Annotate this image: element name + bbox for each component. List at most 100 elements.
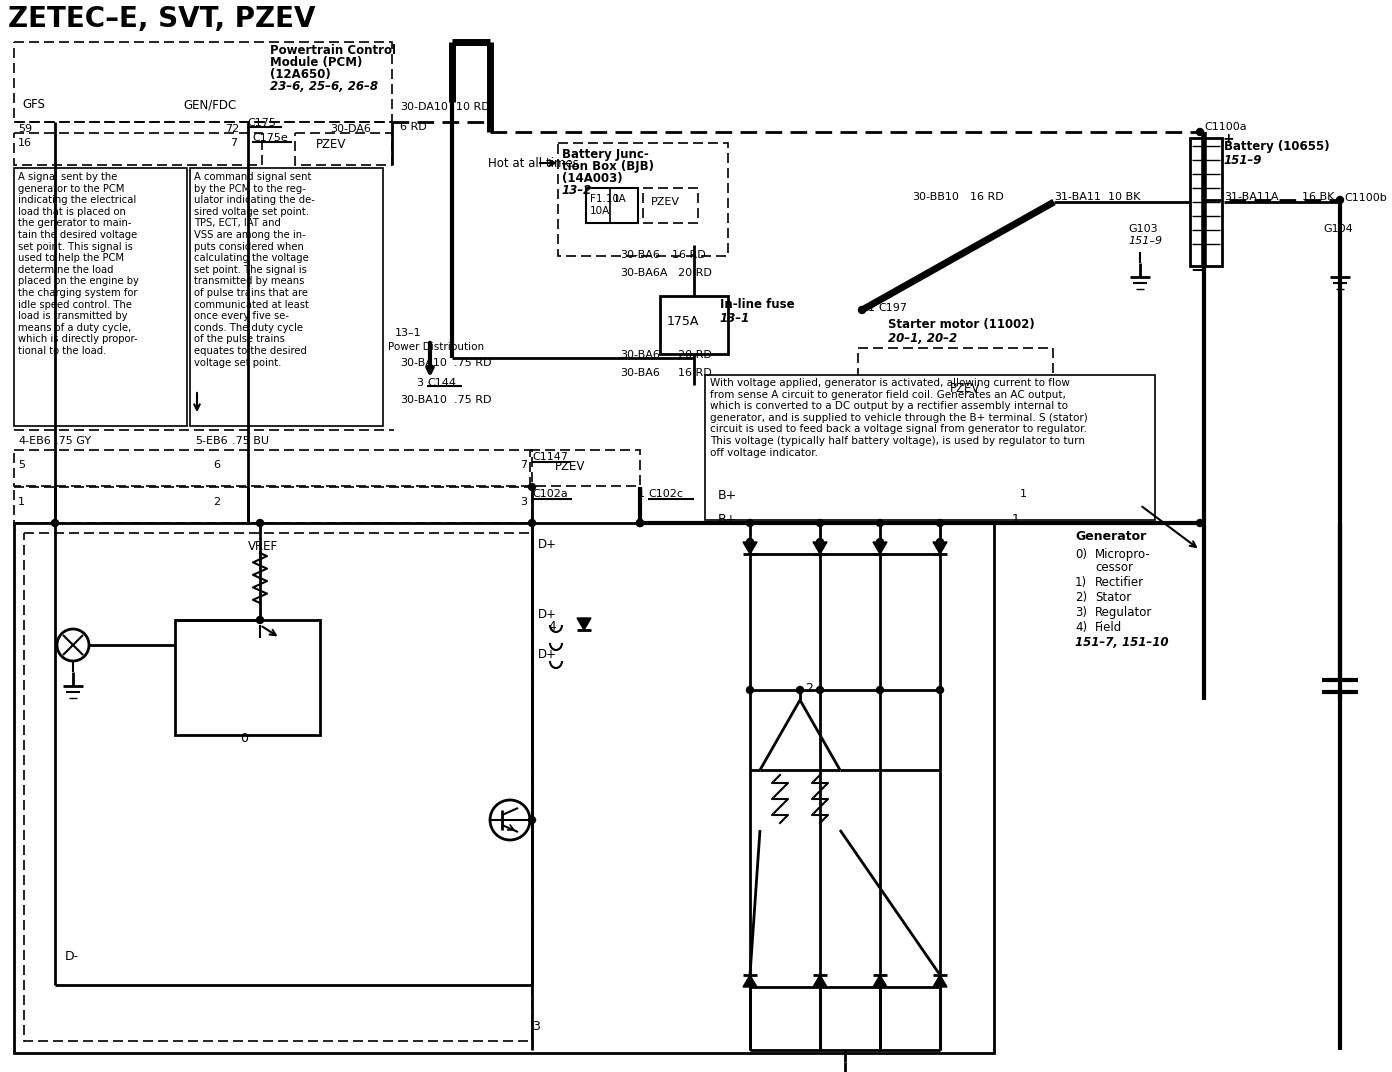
Text: Generator: Generator xyxy=(1075,530,1146,544)
Text: 30-BA6: 30-BA6 xyxy=(619,349,660,360)
Text: 31-BA11A: 31-BA11A xyxy=(1224,192,1278,202)
Text: 2): 2) xyxy=(1075,591,1087,604)
Bar xyxy=(295,133,393,165)
Text: (14A003): (14A003) xyxy=(562,172,622,185)
Text: Field: Field xyxy=(1096,621,1122,634)
Text: 1): 1) xyxy=(1075,576,1087,589)
Text: 16 RD: 16 RD xyxy=(672,250,706,260)
Bar xyxy=(586,188,638,223)
Text: 2: 2 xyxy=(805,682,813,695)
Polygon shape xyxy=(743,542,757,554)
Circle shape xyxy=(529,520,536,526)
Text: C1100a: C1100a xyxy=(1204,122,1247,132)
Text: .75 RD: .75 RD xyxy=(454,358,491,368)
Bar xyxy=(660,296,728,354)
Text: G103: G103 xyxy=(1128,224,1158,234)
Polygon shape xyxy=(873,976,887,987)
Text: 1: 1 xyxy=(638,489,644,498)
Text: C175: C175 xyxy=(246,118,276,128)
Bar xyxy=(14,42,393,122)
Text: 30-BA6: 30-BA6 xyxy=(619,368,660,378)
Text: In-line fuse: In-line fuse xyxy=(720,298,795,311)
Text: 5: 5 xyxy=(18,460,25,470)
Circle shape xyxy=(636,520,643,526)
Text: 6: 6 xyxy=(213,460,220,470)
Text: Starter motor (11002): Starter motor (11002) xyxy=(888,318,1034,331)
Text: C144: C144 xyxy=(427,378,457,388)
Text: PZEV: PZEV xyxy=(316,138,347,151)
Text: 30-DA6: 30-DA6 xyxy=(330,124,370,134)
Text: 5-EB6: 5-EB6 xyxy=(195,436,228,446)
Text: 2: 2 xyxy=(213,497,220,507)
Bar xyxy=(643,188,697,223)
Text: 0): 0) xyxy=(1075,548,1087,561)
Text: C102a: C102a xyxy=(532,489,568,498)
Text: 13–1: 13–1 xyxy=(395,328,422,338)
Text: 10A: 10A xyxy=(590,206,610,215)
Text: .75 BU: .75 BU xyxy=(232,436,269,446)
Circle shape xyxy=(1197,129,1204,135)
Text: 30-BB10: 30-BB10 xyxy=(912,192,959,202)
Text: PZEV: PZEV xyxy=(949,382,980,394)
Text: PZEV: PZEV xyxy=(651,197,681,207)
Text: 7: 7 xyxy=(521,460,528,470)
Text: 151–9: 151–9 xyxy=(1224,154,1263,167)
Polygon shape xyxy=(743,976,757,987)
Circle shape xyxy=(746,686,753,694)
Text: 30-BA10: 30-BA10 xyxy=(400,358,447,368)
Text: C197: C197 xyxy=(878,303,908,313)
Text: 30-BA6A: 30-BA6A xyxy=(619,268,668,278)
Text: C102c: C102c xyxy=(649,489,683,498)
Text: Rectifier: Rectifier xyxy=(1096,576,1144,589)
Text: 10 RD: 10 RD xyxy=(457,102,490,111)
Text: 175A: 175A xyxy=(667,315,699,328)
Text: ZETEC–E, SVT, PZEV: ZETEC–E, SVT, PZEV xyxy=(8,5,316,33)
Text: GFS: GFS xyxy=(22,98,45,111)
Text: 20 RD: 20 RD xyxy=(678,268,711,278)
Text: 30-DA10: 30-DA10 xyxy=(400,102,448,111)
Text: G104: G104 xyxy=(1322,224,1353,234)
Text: 10 BK: 10 BK xyxy=(1108,192,1140,202)
Circle shape xyxy=(937,520,944,526)
Text: B+: B+ xyxy=(718,513,738,526)
Text: With voltage applied, generator is activated, allowing current to flow
from sens: With voltage applied, generator is activ… xyxy=(710,378,1087,458)
Text: D-: D- xyxy=(65,950,79,963)
Text: 20–1, 20–2: 20–1, 20–2 xyxy=(888,332,958,345)
Text: 4): 4) xyxy=(1075,621,1087,634)
Text: 151–7, 151–10: 151–7, 151–10 xyxy=(1075,636,1168,649)
Circle shape xyxy=(256,616,263,624)
Text: PZEV: PZEV xyxy=(555,460,586,473)
Text: 31-BA11: 31-BA11 xyxy=(1054,192,1101,202)
Text: 7: 7 xyxy=(230,138,237,148)
Text: 72: 72 xyxy=(226,124,239,134)
Text: 13–1: 13–1 xyxy=(720,312,750,325)
Polygon shape xyxy=(933,976,947,987)
Text: A command signal sent
by the PCM to the reg-
ulator indicating the de-
sired vol: A command signal sent by the PCM to the … xyxy=(193,172,315,368)
Circle shape xyxy=(746,520,753,526)
Circle shape xyxy=(817,520,824,526)
Text: 16 RD: 16 RD xyxy=(678,368,711,378)
Circle shape xyxy=(937,538,944,546)
Text: C1100b: C1100b xyxy=(1345,193,1386,203)
Text: D+: D+ xyxy=(537,647,557,661)
Text: 23–6, 25–6, 26–8: 23–6, 25–6, 26–8 xyxy=(270,80,379,93)
Circle shape xyxy=(817,686,824,694)
Text: VREF: VREF xyxy=(248,540,278,553)
Text: −: − xyxy=(1190,260,1204,278)
Text: 3: 3 xyxy=(521,497,528,507)
Text: 30-BA6: 30-BA6 xyxy=(619,250,660,260)
Text: 3: 3 xyxy=(532,1019,540,1033)
Circle shape xyxy=(529,817,536,823)
Bar xyxy=(530,450,640,486)
Text: F1.10: F1.10 xyxy=(590,194,619,204)
Polygon shape xyxy=(813,542,827,554)
Text: cessor: cessor xyxy=(1096,561,1133,574)
Polygon shape xyxy=(873,542,887,554)
Bar xyxy=(189,168,383,426)
Circle shape xyxy=(1197,520,1204,526)
Text: 151–9: 151–9 xyxy=(1128,236,1162,245)
Bar xyxy=(857,348,1052,423)
Circle shape xyxy=(817,538,824,546)
Text: 1A: 1A xyxy=(612,194,626,204)
Text: .75 RD: .75 RD xyxy=(454,394,491,405)
